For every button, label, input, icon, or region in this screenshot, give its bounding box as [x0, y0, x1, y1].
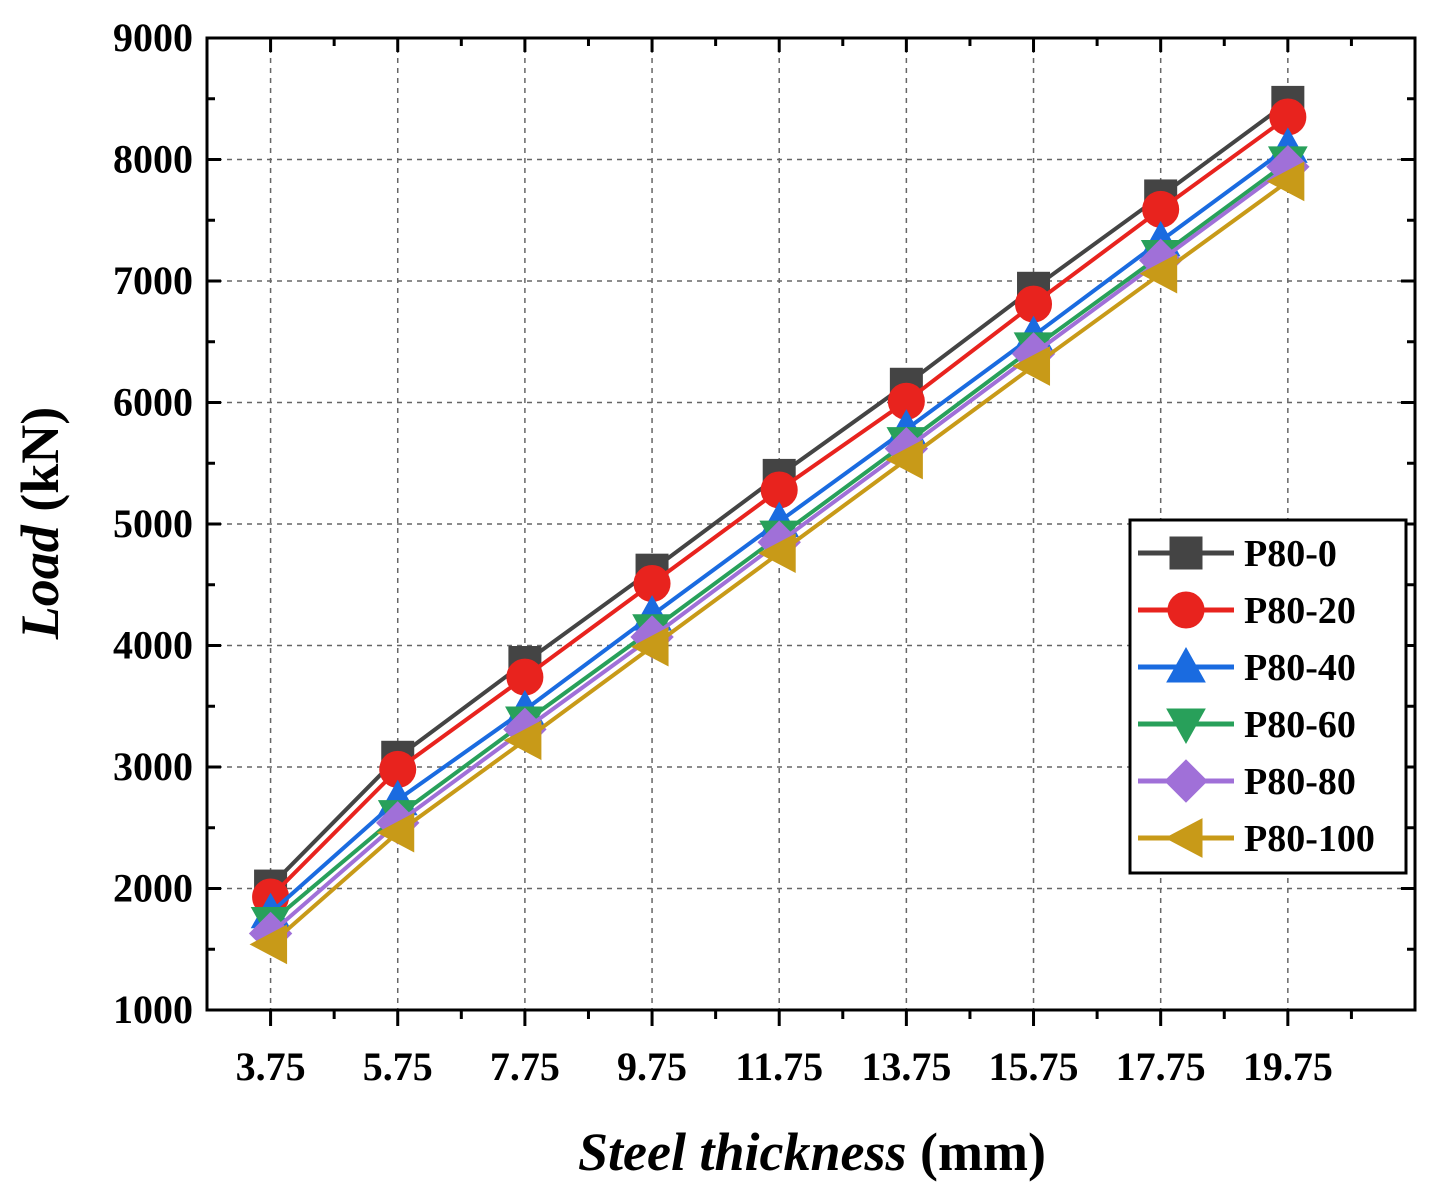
legend-marker	[1164, 818, 1203, 858]
legend-item: P80-100	[1138, 818, 1375, 860]
y-tick-label: 4000	[113, 623, 193, 668]
legend-item: P80-60	[1138, 704, 1356, 746]
axes: 1000 2000 3000 4000 5000 6000 7000 8000 9000 3.75…	[113, 15, 1415, 1089]
data-point	[1266, 161, 1305, 202]
x-axis-title: Steel thickness (mm)	[578, 1122, 1046, 1182]
series-P80-100	[249, 161, 1305, 965]
legend-label: P80-40	[1244, 647, 1356, 689]
data-point	[630, 626, 669, 667]
y-tick-label: 1000	[113, 987, 193, 1032]
legend: P80-0 P80-20 P80-40 P80-60 P80-80 P80-100	[1128, 518, 1408, 875]
y-axis-title: Load (kN)	[10, 407, 70, 641]
data-point	[503, 720, 542, 761]
y-tick-label: 8000	[113, 137, 193, 182]
y-tick-label: 3000	[113, 744, 193, 789]
plot-series	[248, 85, 1310, 965]
data-point	[1139, 253, 1178, 294]
y-tick-label: 2000	[113, 866, 193, 911]
legend-label: P80-100	[1244, 818, 1375, 860]
legend-marker	[1166, 646, 1206, 683]
legend-label: P80-80	[1244, 761, 1356, 803]
data-point	[376, 812, 415, 853]
legend-label: P80-20	[1244, 590, 1356, 632]
data-point	[249, 924, 288, 965]
legend-item: P80-40	[1138, 646, 1356, 689]
legend-marker	[1164, 759, 1208, 803]
x-tick-label: 7.75	[490, 1044, 560, 1089]
legend-item: P80-20	[1138, 590, 1356, 632]
x-tick-label: 11.75	[735, 1044, 823, 1089]
legend-item: P80-0	[1138, 533, 1337, 575]
legend-marker	[1169, 536, 1203, 570]
legend-marker	[1166, 708, 1206, 745]
x-tick-label: 3.75	[236, 1044, 306, 1089]
data-point	[506, 658, 544, 696]
legend-marker	[1167, 591, 1205, 629]
x-tick-label: 5.75	[363, 1044, 433, 1089]
y-tick-label: 6000	[113, 380, 193, 425]
legend-item: P80-80	[1138, 759, 1356, 803]
x-tick-label: 9.75	[617, 1044, 687, 1089]
legend-box	[1128, 518, 1408, 875]
x-tick-label: 13.75	[861, 1044, 951, 1089]
data-point	[1012, 346, 1051, 386]
x-tick-label: 15.75	[989, 1044, 1079, 1089]
legend-label: P80-60	[1244, 704, 1356, 746]
y-tick-label: 7000	[113, 258, 193, 303]
y-tick-label: 5000	[113, 501, 193, 546]
data-point	[758, 533, 796, 573]
series-P80-20	[252, 98, 1307, 916]
y-tick-label: 9000	[113, 15, 193, 60]
data-point	[885, 439, 923, 480]
x-tick-label: 19.75	[1243, 1044, 1333, 1089]
legend-label: P80-0	[1244, 533, 1337, 575]
x-tick-label: 17.75	[1116, 1044, 1206, 1089]
